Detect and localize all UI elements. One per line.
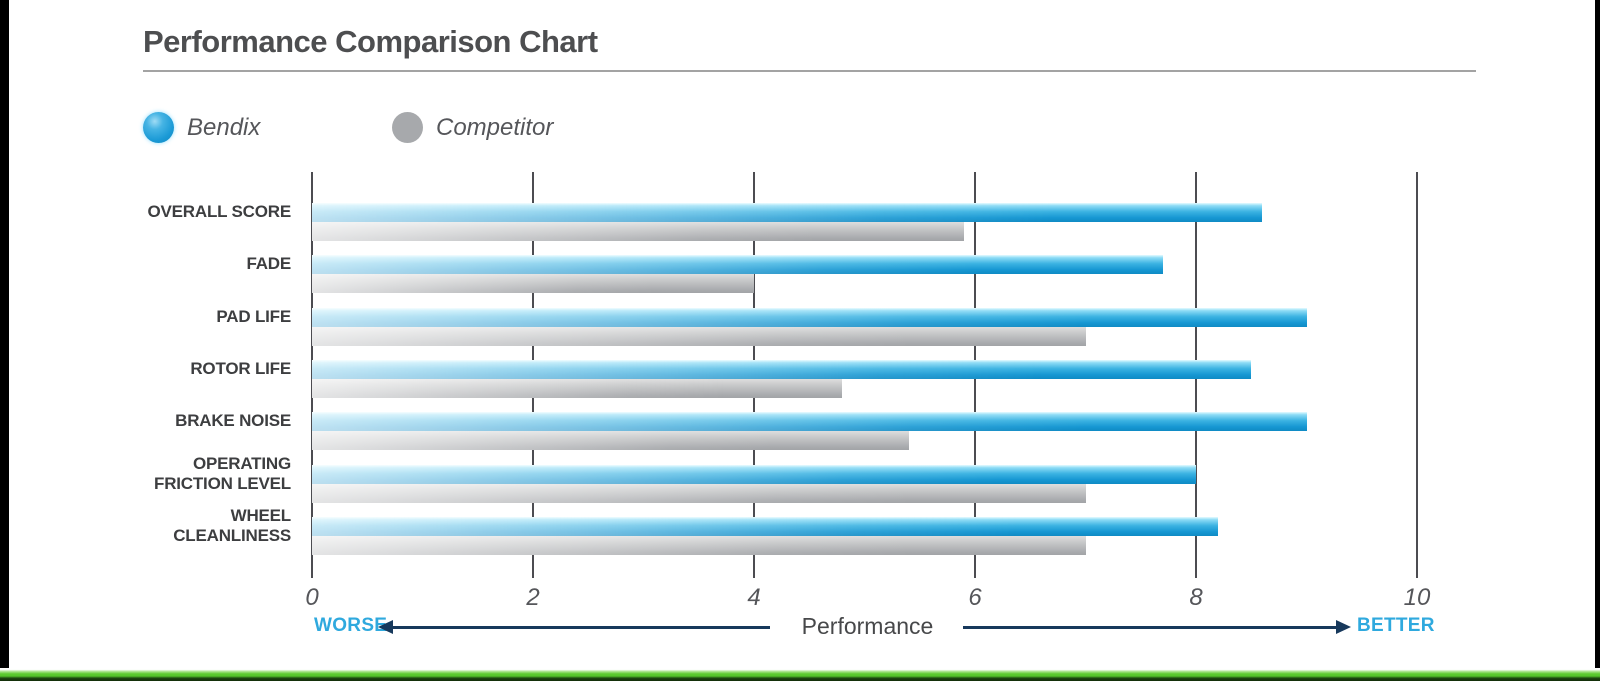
- chart-row: FADE: [246, 254, 1417, 294]
- bendix-bar: [312, 307, 1307, 327]
- bendix-bar: [312, 464, 1196, 484]
- chart-row: ROTOR LIFE: [190, 359, 1417, 398]
- competitor-bar: [312, 431, 909, 451]
- competitor-legend-dot-icon: [392, 112, 423, 143]
- competitor-bar: [312, 535, 1086, 555]
- category-label: OVERALL SCORE: [147, 201, 292, 221]
- bottom-green-strip: [0, 668, 1600, 681]
- x-axis-caption: Performance: [801, 613, 934, 639]
- plot-area: 0 2 4 6 8 10 OVERALL SCORE FADE PAD LIFE ROTOR LI…: [148, 172, 1430, 611]
- better-label: BETTER: [1357, 615, 1435, 636]
- category-label: OPERATING FRICTION LEVEL: [154, 453, 291, 493]
- bendix-bar: [312, 516, 1219, 536]
- gridline: [1416, 172, 1418, 578]
- competitor-bar: [312, 274, 754, 294]
- x-tick-label: 8: [1189, 584, 1203, 611]
- chart-row: OVERALL SCORE: [148, 202, 1417, 241]
- chart-title: Performance Comparison Chart: [143, 24, 598, 59]
- x-tick-label: 0: [305, 584, 319, 611]
- legend-item-bendix: Bendix: [143, 112, 260, 143]
- legend-label-bendix: Bendix: [187, 113, 261, 141]
- worse-arrow-icon: [378, 620, 770, 634]
- x-tick-label: 10: [1403, 584, 1431, 611]
- category-label: FADE: [246, 254, 291, 274]
- left-edge-bar: [0, 0, 9, 681]
- category-label: BRAKE NOISE: [175, 411, 291, 431]
- chart-row: PAD LIFE: [216, 307, 1417, 346]
- chart-row: WHEEL CLEANLINESS: [173, 506, 1417, 555]
- bendix-bar: [312, 203, 1263, 222]
- legend-label-competitor: Competitor: [436, 113, 554, 141]
- competitor-bar: [312, 378, 843, 398]
- competitor-bar: [312, 326, 1086, 346]
- x-tick-label: 2: [526, 584, 540, 611]
- better-arrow-icon: [963, 620, 1351, 634]
- competitor-bar: [312, 483, 1086, 503]
- x-tick-label: 6: [968, 584, 982, 611]
- chart-row: BRAKE NOISE: [175, 411, 1417, 451]
- category-label: ROTOR LIFE: [190, 358, 291, 378]
- bendix-bar: [312, 359, 1252, 379]
- category-label: WHEEL CLEANLINESS: [173, 505, 291, 545]
- x-tick-label: 4: [747, 584, 761, 611]
- chart-row: OPERATING FRICTION LEVEL: [154, 454, 1417, 503]
- competitor-bar: [312, 222, 964, 241]
- category-label: PAD LIFE: [216, 306, 291, 326]
- bendix-bar: [312, 412, 1307, 432]
- right-edge-bar: [1595, 0, 1600, 681]
- bendix-bar: [312, 255, 1163, 275]
- title-divider: [143, 70, 1476, 72]
- legend-item-competitor: Competitor: [392, 112, 553, 143]
- worse-label: WORSE: [314, 615, 388, 636]
- bendix-legend-dot-icon: [143, 112, 174, 143]
